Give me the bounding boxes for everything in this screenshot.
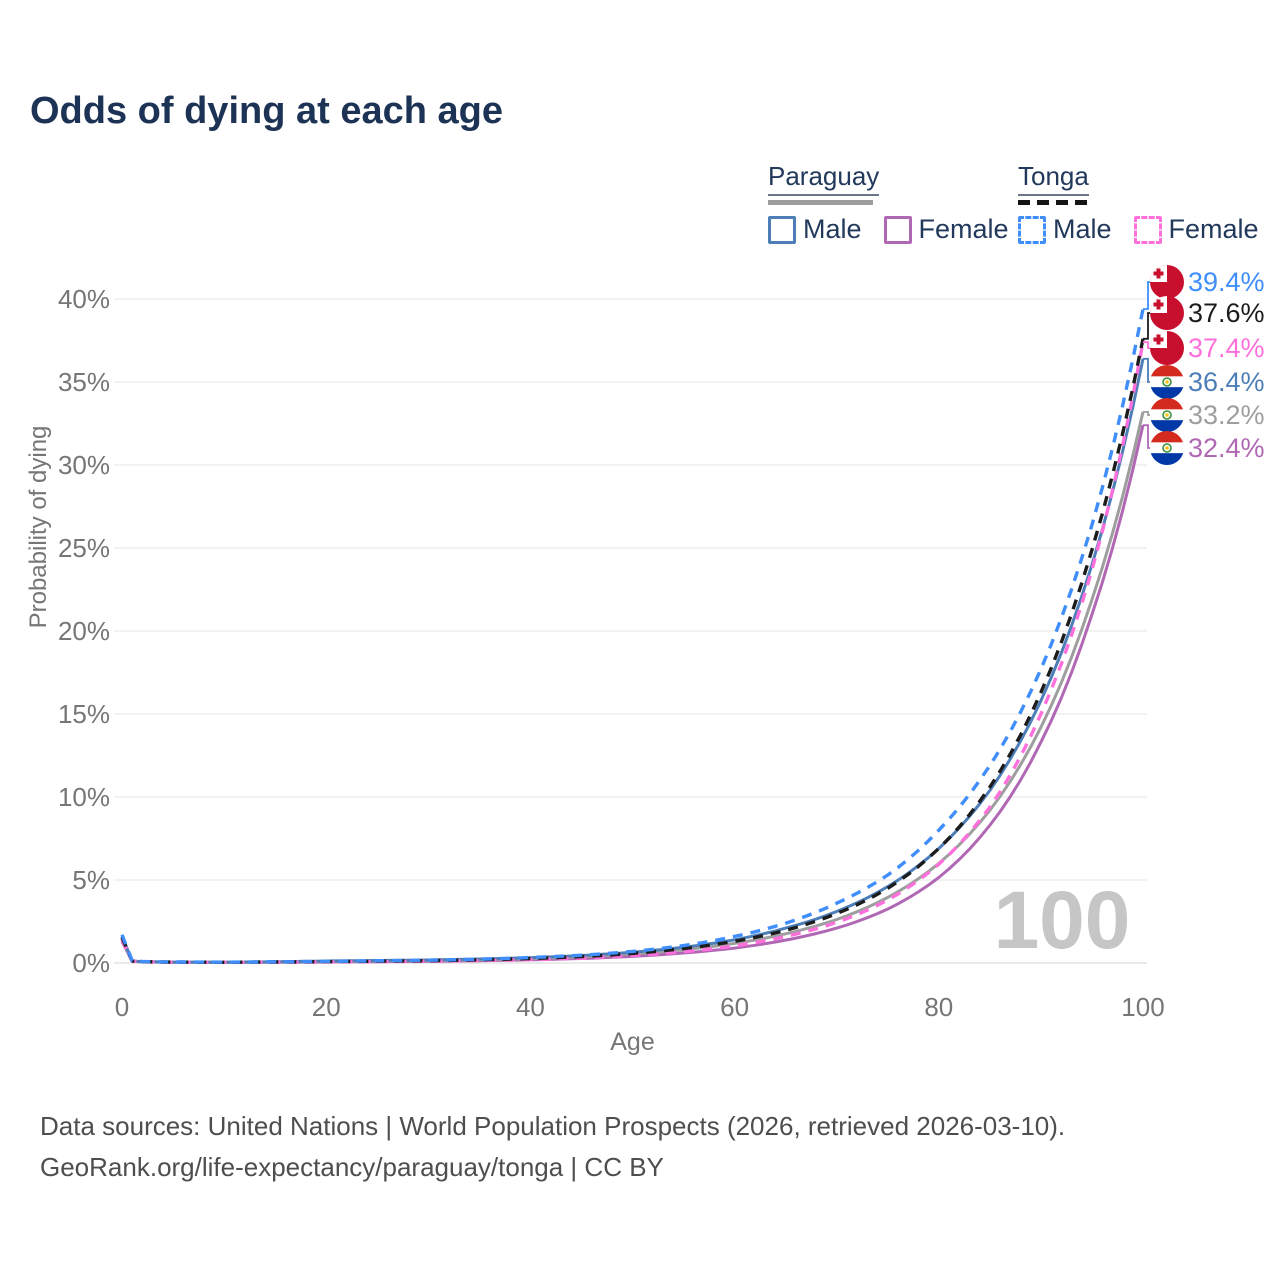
paraguay-emblem-star	[1165, 380, 1169, 384]
y-tick-label-40: 40%	[58, 284, 110, 314]
flag-art	[1150, 331, 1184, 365]
x-tick-label-100: 100	[1121, 992, 1164, 1022]
x-tick-label-0: 0	[115, 992, 129, 1022]
tonga-cross-h	[1153, 271, 1164, 276]
legend-row-tonga: Male Female	[1018, 214, 1280, 245]
end-label-leader-paraguay-female	[1143, 424, 1151, 449]
age-watermark: 100	[994, 875, 1131, 966]
odds-of-dying-chart[interactable]: 0% 5% 10% 15% 20% 25% 30% 35% 40% 0 20 40 60 80 100 Age…	[0, 0, 1280, 1080]
legend-label-paraguay-female[interactable]: Female	[918, 214, 1009, 244]
end-label-leader-tonga-male	[1143, 281, 1151, 310]
flag-art	[1150, 365, 1184, 399]
legend-country-paraguay[interactable]: Paraguay	[768, 161, 880, 196]
y-tick-label-15: 15%	[58, 699, 110, 729]
legend-group-tonga: Tonga Male Female	[1018, 161, 1280, 245]
x-tick-label-20: 20	[312, 992, 341, 1022]
legend-label-tonga-female[interactable]: Female	[1168, 214, 1259, 244]
series-line-tonga-both[interactable]	[120, 338, 1145, 964]
paraguay-stripe-red	[1150, 398, 1184, 410]
paraguay-emblem-wreath	[1162, 377, 1172, 387]
y-tick-label-20: 20%	[58, 616, 110, 646]
paraguay-stripe-blue	[1150, 420, 1184, 432]
y-axis-title: Probability of dying	[25, 426, 52, 629]
legend-swatch-paraguay-male[interactable]	[768, 215, 796, 244]
end-label-leader-paraguay-male	[1143, 357, 1151, 383]
legend-label-tonga-male[interactable]: Male	[1053, 214, 1112, 244]
end-label-leader-tonga-both	[1143, 312, 1151, 340]
flag-icon-tonga	[1150, 331, 1184, 365]
paraguay-stripe-blue	[1150, 453, 1184, 465]
flag-icon-paraguay	[1150, 431, 1184, 465]
legend-swatch-tonga-male[interactable]	[1018, 215, 1046, 244]
flag-icon-paraguay	[1150, 365, 1184, 399]
flag-icon-tonga	[1150, 296, 1184, 330]
y-tick-label-30: 30%	[58, 450, 110, 480]
end-label-tonga-female: 37.4%	[1188, 333, 1265, 363]
paraguay-stripe-red	[1150, 431, 1184, 443]
page-title: Odds of dying at each age	[30, 90, 503, 132]
end-label-leader-tonga-female	[1143, 341, 1151, 349]
paraguay-emblem-wreath	[1162, 410, 1172, 420]
tonga-cross-h	[1153, 337, 1164, 342]
end-label-tonga-both: 37.6%	[1188, 298, 1265, 328]
x-tick-label-40: 40	[516, 992, 545, 1022]
legend-linestyle-tonga	[1018, 200, 1092, 205]
end-label-paraguay-male: 36.4%	[1188, 367, 1265, 397]
legend-linestyle-paraguay	[768, 200, 873, 205]
y-tick-label-0: 0%	[72, 948, 110, 978]
paraguay-emblem-star	[1165, 413, 1169, 417]
paraguay-emblem-wreath	[1162, 443, 1172, 453]
series-line-paraguay-male[interactable]	[120, 358, 1145, 964]
paraguay-stripe-blue	[1150, 387, 1184, 399]
flag-art	[1150, 265, 1184, 299]
end-label-leader-paraguay-both	[1143, 411, 1151, 416]
flag-art	[1150, 296, 1184, 330]
footer-data-sources: Data sources: United Nations | World Pop…	[40, 1111, 1066, 1141]
x-tick-label-60: 60	[720, 992, 749, 1022]
end-label-tonga-male: 39.4%	[1188, 267, 1265, 297]
tonga-cross-h	[1153, 302, 1164, 307]
flag-icon-tonga	[1150, 265, 1184, 299]
legend-swatch-tonga-female[interactable]	[1133, 215, 1162, 244]
y-tick-label-25: 25%	[58, 533, 110, 563]
y-tick-label-5: 5%	[72, 865, 110, 895]
y-tick-label-10: 10%	[58, 782, 110, 812]
footer: Data sources: United Nations | World Pop…	[40, 1106, 1065, 1188]
legend-swatch-paraguay-female[interactable]	[883, 215, 912, 244]
end-label-paraguay-female: 32.4%	[1188, 433, 1265, 463]
legend-row-paraguay: Male Female	[768, 214, 1031, 245]
end-label-paraguay-both: 33.2%	[1188, 400, 1265, 430]
legend-label-paraguay-male[interactable]: Male	[803, 214, 862, 244]
x-tick-label-80: 80	[924, 992, 953, 1022]
paraguay-emblem-star	[1165, 446, 1169, 450]
series-line-paraguay-female[interactable]	[120, 424, 1145, 964]
flag-icon-paraguay	[1150, 398, 1184, 432]
legend-country-tonga[interactable]: Tonga	[1018, 161, 1089, 196]
footer-attribution: GeoRank.org/life-expectancy/paraguay/ton…	[40, 1152, 664, 1182]
paraguay-stripe-red	[1150, 365, 1184, 377]
legend-group-paraguay: Paraguay Male Female	[768, 161, 1031, 245]
x-axis-title: Age	[610, 1028, 654, 1056]
series-line-tonga-female[interactable]	[120, 341, 1145, 964]
flag-art	[1150, 431, 1184, 465]
series-line-tonga-male[interactable]	[120, 308, 1145, 964]
flag-art	[1150, 398, 1184, 432]
y-tick-label-35: 35%	[58, 367, 110, 397]
